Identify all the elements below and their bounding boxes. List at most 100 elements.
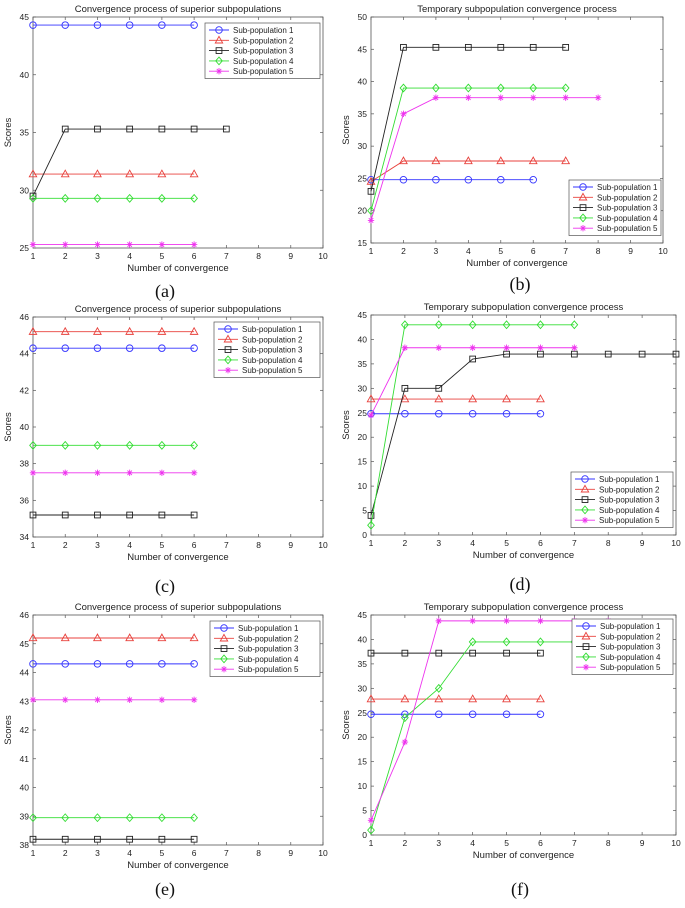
data-point — [157, 169, 167, 178]
x-tick-label: 4 — [466, 246, 471, 256]
legend-marker — [581, 496, 589, 503]
data-point — [367, 817, 375, 824]
x-tick-label: 8 — [606, 838, 611, 848]
data-point — [158, 660, 166, 668]
series-line — [370, 46, 566, 192]
chart-title: Convergence process of superior subpopul… — [75, 304, 282, 315]
data-point — [158, 469, 166, 477]
legend-item: Sub-population 3 — [218, 346, 303, 355]
data-point — [189, 326, 199, 335]
data-point — [190, 469, 198, 477]
y-tick-label: 20 — [358, 432, 368, 442]
data-point — [503, 344, 510, 351]
data-point — [190, 344, 198, 352]
data-point — [29, 241, 37, 248]
x-tick-label: 5 — [504, 538, 509, 548]
data-point — [60, 633, 70, 642]
data-point — [94, 696, 101, 704]
y-tick-label: 36 — [20, 495, 30, 505]
data-point — [28, 633, 38, 642]
data-point — [94, 469, 101, 477]
data-point — [400, 394, 410, 403]
data-point — [401, 738, 409, 746]
legend-marker — [215, 56, 223, 66]
data-point — [190, 241, 198, 248]
legend-marker — [579, 213, 587, 223]
data-point — [125, 660, 134, 668]
data-point — [29, 440, 37, 450]
x-tick-label: 9 — [288, 251, 293, 261]
data-point — [432, 175, 440, 184]
data-point — [222, 125, 230, 133]
legend-marker — [214, 35, 224, 44]
x-tick-label: 6 — [531, 246, 536, 256]
y-tick-label: 45 — [358, 310, 368, 320]
legend-item: Sub-population 5 — [573, 224, 658, 233]
x-tick-label: 9 — [288, 848, 293, 858]
legend-label: Sub-population 1 — [600, 622, 661, 631]
data-point — [398, 156, 408, 165]
legend-marker — [582, 622, 590, 630]
legend-marker — [579, 225, 587, 232]
legend-label: Sub-population 3 — [600, 643, 661, 652]
data-point — [189, 169, 199, 178]
x-tick-label: 4 — [127, 848, 132, 858]
legend-label: Sub-population 4 — [238, 655, 299, 664]
data-point — [434, 394, 444, 403]
x-tick-label: 6 — [192, 251, 197, 261]
x-tick-label: 8 — [256, 540, 261, 550]
data-point — [400, 694, 410, 703]
series-3 — [367, 43, 570, 195]
legend-item: Sub-population 1 — [218, 325, 303, 334]
legend-marker — [224, 355, 232, 365]
data-point — [94, 125, 101, 133]
panel-caption: (c) — [155, 576, 175, 597]
x-tick-label: 9 — [288, 540, 293, 550]
legend-marker — [581, 631, 591, 640]
series-4 — [29, 440, 199, 450]
series-line — [370, 324, 575, 526]
y-tick-label: 35 — [358, 109, 368, 119]
data-point — [463, 156, 473, 165]
legend-marker — [215, 26, 223, 34]
series-2 — [366, 156, 571, 185]
data-point — [94, 241, 101, 248]
x-tick-label: 4 — [470, 538, 475, 548]
data-point — [29, 192, 37, 200]
data-point — [126, 696, 133, 704]
y-tick-label: 30 — [358, 383, 368, 393]
data-point — [431, 156, 441, 165]
y-tick-label: 35 — [20, 128, 30, 138]
legend-item: Sub-population 4 — [573, 213, 658, 223]
legend-label: Sub-population 3 — [238, 645, 299, 654]
y-tick-label: 30 — [358, 141, 368, 151]
data-point — [502, 694, 512, 703]
series-1 — [367, 175, 537, 184]
y-tick-label: 30 — [358, 683, 368, 693]
data-point — [61, 813, 70, 823]
x-tick-label: 7 — [572, 538, 577, 548]
legend-item: Sub-population 3 — [573, 204, 658, 213]
x-tick-label: 5 — [504, 838, 509, 848]
x-tick-label: 3 — [434, 246, 439, 256]
legend-marker — [581, 475, 589, 483]
legend-item: Sub-population 3 — [576, 643, 661, 652]
legend-marker — [581, 517, 589, 524]
legend-label: Sub-population 5 — [238, 665, 299, 674]
legend-item: Sub-population 4 — [209, 56, 294, 66]
legend-item: Sub-population 1 — [209, 26, 294, 35]
data-point — [502, 320, 511, 330]
legend-label: Sub-population 4 — [600, 653, 661, 662]
legend-item: Sub-population 5 — [218, 366, 303, 375]
data-point — [28, 169, 38, 178]
data-point — [60, 326, 70, 335]
data-point — [190, 193, 199, 203]
data-point — [190, 835, 198, 843]
data-point — [469, 355, 477, 363]
y-tick-label: 25 — [358, 708, 368, 718]
legend-label: Sub-population 3 — [597, 204, 658, 213]
data-point — [432, 43, 440, 51]
x-tick-label: 6 — [192, 540, 197, 550]
x-axis-label: Number of convergence — [466, 258, 567, 269]
